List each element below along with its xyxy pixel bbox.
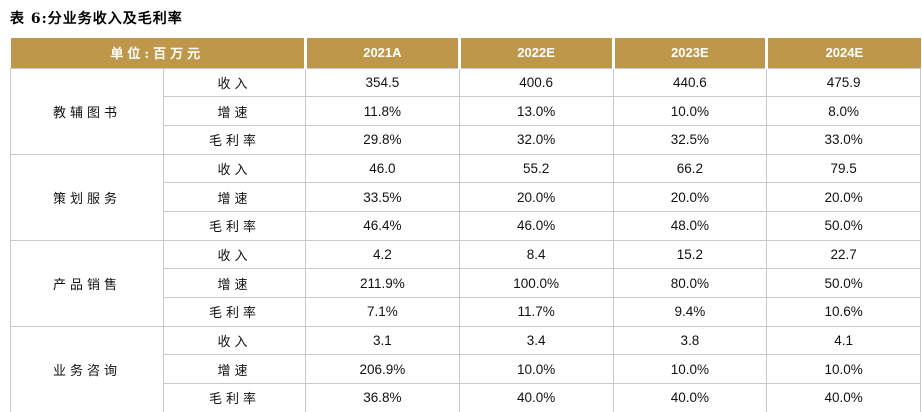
table-row: 毛利率 7.1% 11.7% 9.4% 10.6% — [11, 297, 921, 327]
value-cell: 13.0% — [458, 96, 614, 126]
table-row: 增速 206.9% 10.0% 10.0% 10.0% — [11, 354, 921, 385]
value-cell: 4.2 — [305, 239, 460, 270]
segment-revenue-margin-table: 单位:百万元 2021A 2022E 2023E 2024E 教辅图书 收入 3… — [10, 38, 921, 412]
value-cell: 20.0% — [612, 182, 768, 212]
value-cell: 10.0% — [766, 354, 921, 385]
value-cell: 29.8% — [305, 124, 460, 155]
value-cell: 10.0% — [458, 354, 614, 385]
value-cell: 32.5% — [612, 124, 768, 155]
value-cell: 40.0% — [766, 383, 921, 412]
value-cell: 3.8 — [612, 325, 768, 356]
group-name-jiaofutushu: 教辅图书 — [10, 67, 164, 155]
metric-label: 收入 — [163, 325, 306, 356]
value-cell: 22.7 — [766, 239, 921, 270]
value-cell: 20.0% — [458, 182, 614, 212]
value-cell: 8.0% — [766, 96, 921, 126]
value-cell: 10.0% — [612, 354, 768, 385]
metric-label: 增速 — [163, 182, 306, 212]
value-cell: 11.7% — [458, 297, 614, 327]
table-row: 业务咨询 收入 3.1 3.4 3.8 4.1 — [10, 325, 921, 412]
value-cell: 440.6 — [612, 67, 768, 98]
metric-label: 收入 — [163, 67, 306, 98]
value-cell: 40.0% — [612, 383, 768, 412]
metric-label: 收入 — [163, 239, 306, 270]
value-cell: 10.0% — [612, 96, 768, 126]
value-cell: 7.1% — [305, 297, 460, 327]
table-row: 产品销售 收入 4.2 8.4 15.2 22.7 — [10, 239, 921, 327]
metric-label: 毛利率 — [163, 383, 306, 412]
value-cell: 3.1 — [305, 325, 460, 356]
value-cell: 32.0% — [458, 124, 614, 155]
value-cell: 354.5 — [305, 67, 460, 98]
value-cell: 400.6 — [458, 67, 614, 98]
value-cell: 66.2 — [612, 153, 768, 184]
value-cell: 46.0% — [458, 210, 614, 241]
value-cell: 50.0% — [766, 210, 921, 241]
column-header-2023e: 2023E — [613, 38, 769, 68]
unit-header-cell: 单位:百万元 — [10, 38, 307, 68]
metric-label: 毛利率 — [163, 297, 306, 327]
group-name-cehuafuwu: 策划服务 — [10, 153, 164, 241]
table-row: 教辅图书 收入 354.5 400.6 440.6 475.9 — [10, 67, 921, 155]
value-cell: 33.0% — [766, 124, 921, 155]
value-cell: 11.8% — [305, 96, 460, 126]
value-cell: 40.0% — [458, 383, 614, 412]
value-cell: 475.9 — [766, 67, 921, 98]
value-cell: 46.0 — [305, 153, 460, 184]
value-cell: 3.4 — [458, 325, 614, 356]
table-row: 增速 33.5% 20.0% 20.0% 20.0% — [11, 182, 921, 212]
metric-label: 增速 — [163, 354, 306, 385]
value-cell: 80.0% — [612, 268, 768, 298]
group-name-yewuzixun: 业务咨询 — [10, 325, 164, 412]
value-cell: 8.4 — [458, 239, 614, 270]
table-row: 毛利率 46.4% 46.0% 48.0% 50.0% — [11, 210, 921, 241]
value-cell: 79.5 — [766, 153, 921, 184]
value-cell: 211.9% — [305, 268, 460, 298]
value-cell: 15.2 — [612, 239, 768, 270]
value-cell: 46.4% — [305, 210, 460, 241]
value-cell: 55.2 — [458, 153, 614, 184]
metric-label: 增速 — [163, 96, 306, 126]
value-cell: 33.5% — [305, 182, 460, 212]
value-cell: 48.0% — [612, 210, 768, 241]
metric-label: 收入 — [163, 153, 306, 184]
value-cell: 100.0% — [458, 268, 614, 298]
value-cell: 4.1 — [766, 325, 921, 356]
table-row: 增速 11.8% 13.0% 10.0% 8.0% — [11, 96, 921, 126]
value-cell: 36.8% — [305, 383, 460, 412]
column-header-2024e: 2024E — [766, 38, 921, 68]
table-row: 策划服务 收入 46.0 55.2 66.2 79.5 — [10, 153, 921, 241]
value-cell: 50.0% — [766, 268, 921, 298]
value-cell: 9.4% — [612, 297, 768, 327]
value-cell: 206.9% — [305, 354, 460, 385]
table-title: 表 6:分业务收入及毛利率 — [10, 11, 183, 27]
metric-label: 增速 — [163, 268, 306, 298]
table-row: 增速 211.9% 100.0% 80.0% 50.0% — [11, 268, 921, 298]
group-name-chanpinxiaoshou: 产品销售 — [10, 239, 164, 327]
value-cell: 20.0% — [766, 182, 921, 212]
value-cell: 10.6% — [766, 297, 921, 327]
metric-label: 毛利率 — [163, 210, 306, 241]
metric-label: 毛利率 — [163, 124, 306, 155]
column-header-2021a: 2021A — [305, 38, 461, 68]
table-row: 毛利率 29.8% 32.0% 32.5% 33.0% — [11, 124, 921, 155]
column-header-2022e: 2022E — [459, 38, 615, 68]
header-row: 单位:百万元 2021A 2022E 2023E 2024E — [10, 38, 921, 68]
table-row: 毛利率 36.8% 40.0% 40.0% 40.0% — [11, 383, 921, 412]
